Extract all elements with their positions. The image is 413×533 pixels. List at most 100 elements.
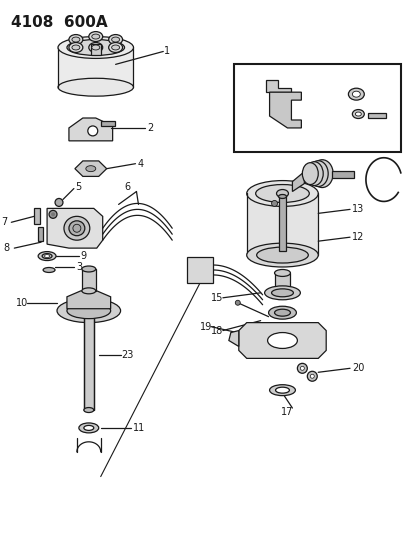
- Text: 21: 21: [317, 66, 330, 75]
- Ellipse shape: [268, 306, 296, 319]
- Ellipse shape: [351, 110, 363, 118]
- Text: 14: 14: [326, 145, 339, 155]
- Ellipse shape: [246, 181, 318, 206]
- Ellipse shape: [58, 37, 133, 59]
- Ellipse shape: [267, 333, 297, 349]
- Ellipse shape: [264, 286, 300, 300]
- Ellipse shape: [42, 254, 52, 259]
- Bar: [278, 197, 286, 251]
- Polygon shape: [75, 161, 107, 176]
- Ellipse shape: [301, 163, 318, 184]
- Bar: [83, 309, 93, 410]
- Ellipse shape: [348, 88, 363, 100]
- Ellipse shape: [108, 43, 122, 52]
- Ellipse shape: [311, 160, 332, 188]
- Ellipse shape: [112, 37, 119, 42]
- Ellipse shape: [92, 45, 100, 50]
- Bar: [246, 193, 318, 255]
- Bar: [233, 64, 400, 152]
- Ellipse shape: [83, 425, 93, 430]
- Ellipse shape: [69, 221, 85, 236]
- Ellipse shape: [276, 190, 288, 197]
- Polygon shape: [228, 330, 238, 346]
- Ellipse shape: [256, 247, 308, 263]
- Polygon shape: [265, 80, 291, 92]
- Circle shape: [49, 211, 57, 219]
- Bar: [274, 273, 290, 295]
- Ellipse shape: [82, 288, 95, 294]
- Ellipse shape: [85, 166, 95, 172]
- Ellipse shape: [108, 35, 122, 44]
- Ellipse shape: [255, 184, 309, 203]
- Ellipse shape: [83, 408, 93, 413]
- Ellipse shape: [274, 270, 290, 277]
- Ellipse shape: [88, 31, 102, 42]
- Circle shape: [297, 364, 306, 373]
- Text: 5: 5: [75, 182, 81, 191]
- Ellipse shape: [82, 266, 95, 272]
- Bar: [82, 269, 95, 291]
- Ellipse shape: [73, 224, 81, 232]
- Bar: [38, 227, 43, 241]
- Bar: [34, 208, 40, 224]
- Text: 11: 11: [132, 423, 145, 433]
- Polygon shape: [67, 291, 110, 309]
- Circle shape: [51, 212, 55, 216]
- Text: 10: 10: [16, 298, 28, 308]
- Text: 4: 4: [137, 159, 143, 168]
- Ellipse shape: [305, 161, 323, 185]
- Ellipse shape: [45, 255, 50, 257]
- Text: 18: 18: [211, 326, 223, 336]
- Ellipse shape: [43, 268, 55, 272]
- Ellipse shape: [64, 216, 90, 240]
- Bar: [187, 257, 212, 283]
- Polygon shape: [47, 208, 102, 248]
- Ellipse shape: [38, 252, 56, 261]
- Ellipse shape: [271, 289, 293, 297]
- Text: 1: 1: [164, 46, 170, 56]
- Text: 23: 23: [121, 350, 134, 360]
- Text: 20: 20: [351, 364, 363, 373]
- Ellipse shape: [351, 91, 359, 97]
- Bar: [368, 113, 385, 118]
- Text: 15: 15: [211, 293, 223, 303]
- Ellipse shape: [275, 387, 289, 393]
- Bar: [331, 171, 353, 177]
- Text: 4108  600A: 4108 600A: [11, 15, 108, 30]
- Circle shape: [55, 198, 63, 206]
- Ellipse shape: [72, 37, 80, 42]
- Circle shape: [271, 200, 277, 206]
- Circle shape: [88, 126, 97, 136]
- Circle shape: [306, 372, 316, 381]
- Text: 6: 6: [124, 182, 131, 191]
- Ellipse shape: [69, 43, 83, 52]
- Polygon shape: [69, 118, 112, 141]
- Circle shape: [310, 374, 313, 378]
- Ellipse shape: [246, 243, 318, 267]
- Circle shape: [235, 300, 240, 305]
- Bar: [58, 47, 133, 87]
- Text: 3: 3: [76, 262, 82, 272]
- Text: 12: 12: [351, 232, 363, 242]
- Ellipse shape: [67, 303, 110, 319]
- Ellipse shape: [69, 35, 83, 44]
- Text: 17: 17: [280, 407, 293, 417]
- Text: 22: 22: [267, 141, 280, 151]
- Ellipse shape: [92, 34, 100, 39]
- Text: 19: 19: [199, 321, 212, 332]
- Text: 13: 13: [351, 204, 363, 214]
- Ellipse shape: [278, 195, 286, 198]
- Ellipse shape: [112, 45, 119, 50]
- Ellipse shape: [78, 423, 98, 433]
- Polygon shape: [238, 322, 325, 358]
- Ellipse shape: [274, 309, 290, 316]
- Bar: [100, 121, 114, 126]
- Text: 7: 7: [1, 217, 7, 227]
- Ellipse shape: [269, 385, 295, 395]
- Ellipse shape: [57, 299, 120, 322]
- Text: 2: 2: [147, 123, 153, 133]
- Ellipse shape: [67, 39, 124, 55]
- Text: 8: 8: [3, 243, 9, 253]
- Bar: [90, 44, 100, 55]
- Text: 9: 9: [81, 251, 87, 261]
